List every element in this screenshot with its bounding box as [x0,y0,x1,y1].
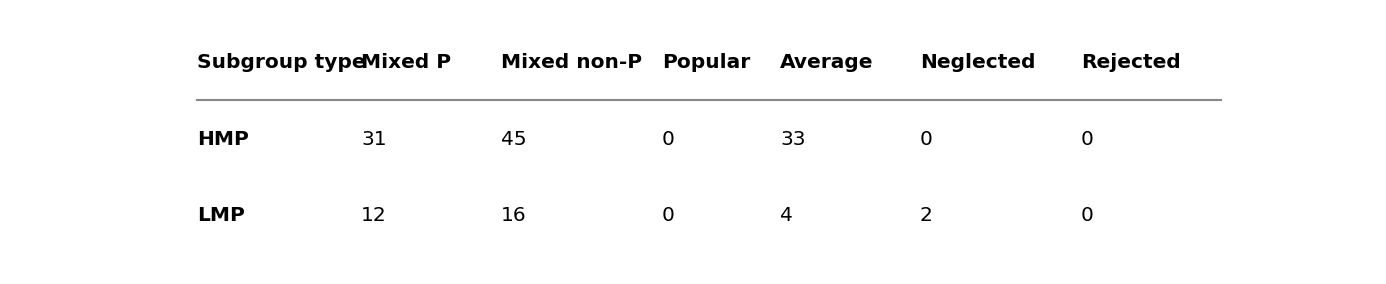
Text: Neglected: Neglected [920,53,1035,72]
Text: 4: 4 [780,206,793,225]
Text: Mixed P: Mixed P [362,53,452,72]
Text: 45: 45 [500,130,527,149]
Text: Subgroup type: Subgroup type [197,53,366,72]
Text: Rejected: Rejected [1081,53,1181,72]
Text: 16: 16 [500,206,527,225]
Text: 0: 0 [920,130,933,149]
Text: 0: 0 [663,130,675,149]
Text: Popular: Popular [663,53,750,72]
Text: Average: Average [780,53,873,72]
Text: 2: 2 [920,206,933,225]
Text: 12: 12 [362,206,387,225]
Text: 31: 31 [362,130,387,149]
Text: 0: 0 [1081,206,1094,225]
Text: HMP: HMP [197,130,248,149]
Text: 0: 0 [663,206,675,225]
Text: 33: 33 [780,130,805,149]
Text: LMP: LMP [197,206,245,225]
Text: 0: 0 [1081,130,1094,149]
Text: Mixed non-P: Mixed non-P [500,53,642,72]
